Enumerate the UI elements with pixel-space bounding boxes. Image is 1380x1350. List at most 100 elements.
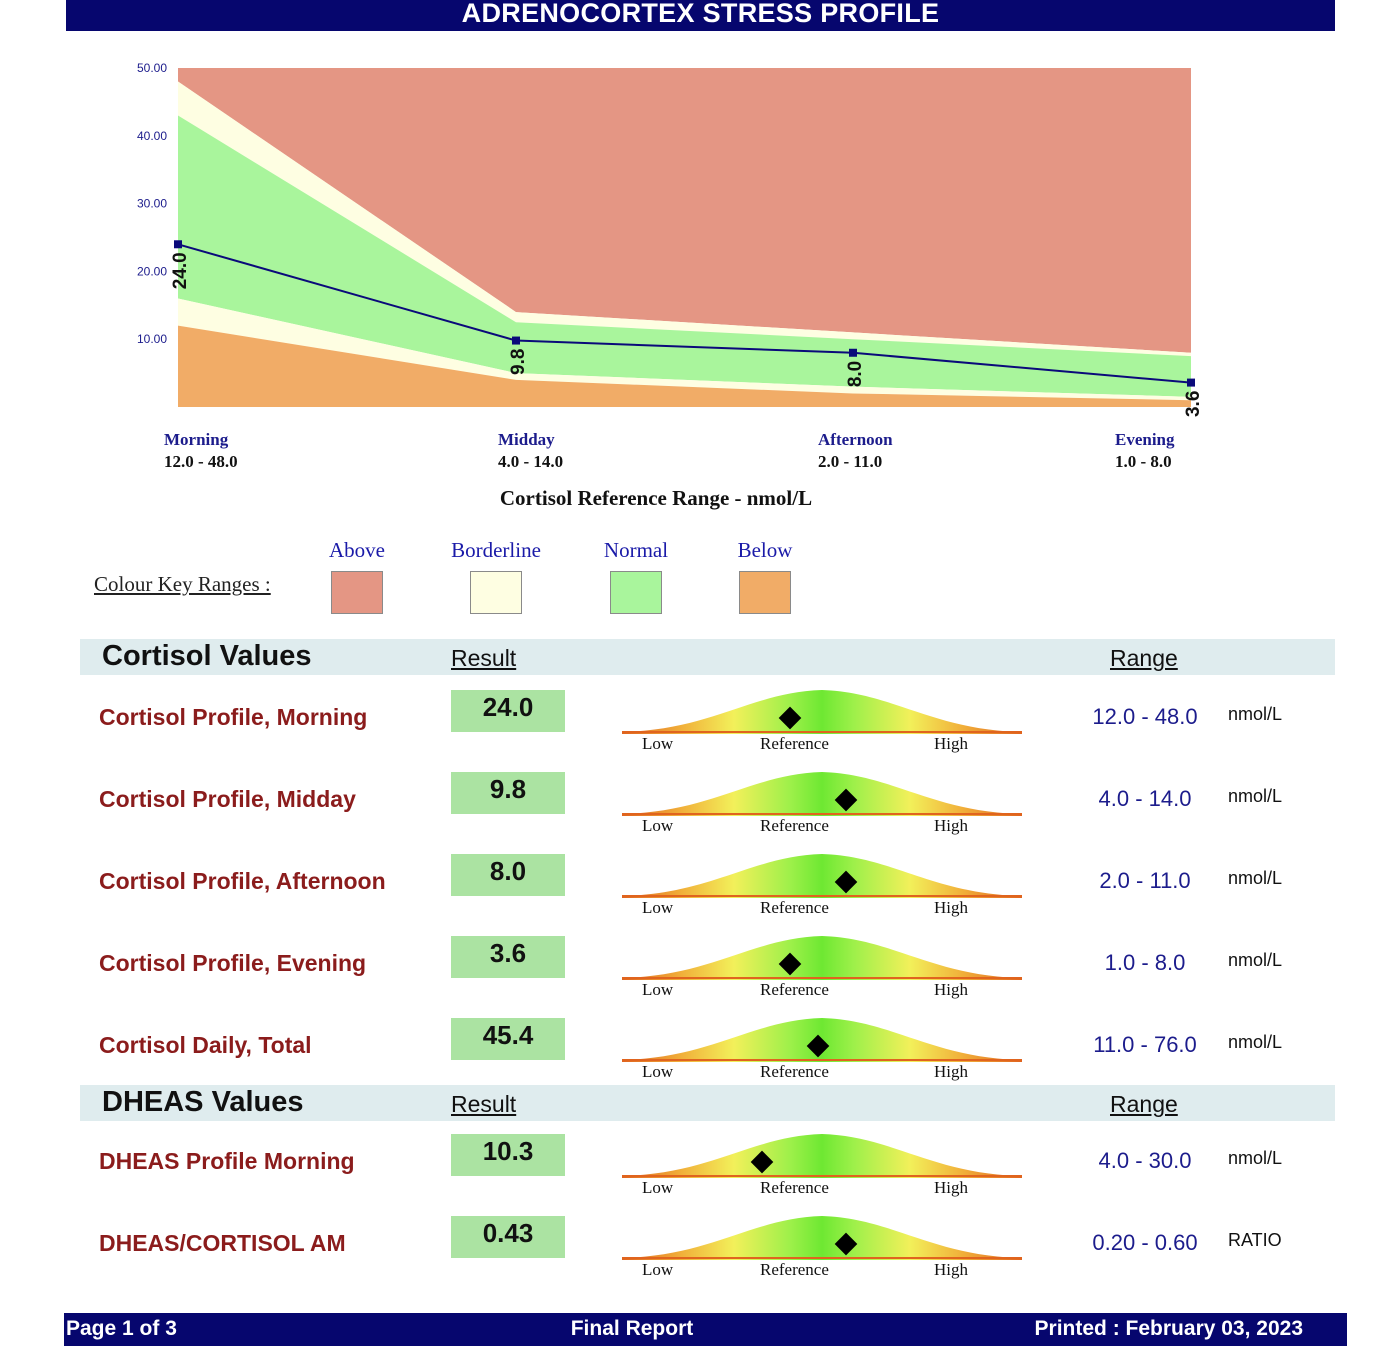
report-title: ADRENOCORTEX STRESS PROFILE (66, 0, 1335, 31)
band-below (178, 325, 1191, 407)
legend-label-borderline: Borderline (451, 538, 541, 562)
legend-swatch-above (331, 571, 383, 614)
unit-label: nmol/L (1228, 950, 1283, 970)
gauge-low-label: Low (642, 1178, 674, 1197)
data-label: 9.8 (508, 349, 529, 375)
data-point (512, 336, 520, 345)
legend-swatch-normal (610, 571, 662, 614)
gauge-baseline (622, 813, 1022, 815)
gauge-reference-label: Reference (760, 734, 829, 753)
gauge-low-label: Low (642, 816, 674, 835)
footer-page-number: Page 1 of 3 (66, 1317, 177, 1340)
data-point (1187, 378, 1195, 387)
gauge-reference-label: Reference (760, 1178, 829, 1197)
unit-label: nmol/L (1228, 786, 1283, 806)
data-label: 3.6 (1183, 391, 1204, 417)
unit-label: nmol/L (1228, 868, 1283, 888)
x-category-label: Morning (164, 430, 229, 449)
legend-label-below: Below (737, 538, 793, 562)
band-borderline-low (178, 298, 1191, 401)
range-column-header: Range (1110, 1091, 1178, 1117)
range-gauge: Low Reference High (622, 1134, 1022, 1197)
gauge-low-label: Low (642, 1062, 674, 1081)
test-name: DHEAS/CORTISOL AM (99, 1230, 346, 1256)
result-value: 45.4 (451, 1018, 565, 1060)
footer-report-status: Final Report (570, 1317, 694, 1340)
y-tick-label: 50.00 (137, 61, 167, 75)
gauge-high-label: High (934, 1062, 969, 1081)
y-tick-label: 40.00 (137, 129, 167, 143)
result-value: 3.6 (451, 936, 565, 978)
range-gauge: Low Reference High (622, 690, 1022, 753)
test-name: Cortisol Profile, Afternoon (99, 868, 386, 894)
test-name: DHEAS Profile Morning (99, 1148, 355, 1174)
y-tick-label: 20.00 (137, 264, 167, 278)
x-category-range: 2.0 - 11.0 (818, 452, 882, 471)
legend-label-above: Above (329, 538, 385, 562)
range-column-header: Range (1110, 645, 1178, 671)
gauge-curve (622, 854, 1022, 898)
x-category-range: 12.0 - 48.0 (164, 452, 238, 471)
x-category-range: 1.0 - 8.0 (1115, 452, 1172, 471)
reference-range: 2.0 - 11.0 (1099, 868, 1191, 893)
test-name: Cortisol Daily, Total (99, 1032, 312, 1058)
gauge-curve (622, 936, 1022, 980)
gauge-baseline (622, 977, 1022, 979)
gauge-baseline (622, 1257, 1022, 1259)
gauge-curve (622, 1134, 1022, 1178)
unit-label: nmol/L (1228, 1032, 1283, 1052)
section-header-band (80, 639, 1335, 675)
gauge-low-label: Low (642, 1260, 674, 1279)
reference-range: 0.20 - 0.60 (1092, 1230, 1198, 1255)
gauge-reference-label: Reference (760, 1062, 829, 1081)
band-above (178, 68, 1191, 353)
data-label: 8.0 (845, 361, 866, 387)
gauge-high-label: High (934, 1260, 969, 1279)
test-name: Cortisol Profile, Morning (99, 704, 368, 730)
reference-range: 4.0 - 30.0 (1098, 1148, 1192, 1173)
gauge-baseline (622, 1059, 1022, 1061)
legend-swatch-borderline (470, 571, 522, 614)
x-category-label: Afternoon (818, 430, 893, 449)
result-value: 9.8 (451, 772, 565, 814)
gauge-curve (622, 1216, 1022, 1260)
reference-range: 11.0 - 76.0 (1093, 1032, 1197, 1057)
legend-label-normal: Normal (603, 538, 669, 562)
x-category-label: Midday (498, 430, 555, 449)
colour-key-label: Colour Key Ranges : (94, 572, 271, 596)
gauge-low-label: Low (642, 980, 674, 999)
result-value: 0.43 (451, 1216, 565, 1258)
unit-label: RATIO (1228, 1230, 1282, 1250)
result-column-header: Result (451, 1091, 517, 1117)
gauge-high-label: High (934, 898, 969, 917)
section-title: DHEAS Values (102, 1086, 304, 1118)
range-gauge: Low Reference High (622, 1018, 1022, 1081)
gauge-curve (622, 772, 1022, 816)
gauge-reference-label: Reference (760, 1260, 829, 1279)
result-value: 10.3 (451, 1134, 565, 1176)
gauge-high-label: High (934, 980, 969, 999)
test-name: Cortisol Profile, Evening (99, 950, 367, 976)
reference-range: 4.0 - 14.0 (1098, 786, 1192, 811)
gauge-curve (622, 690, 1022, 734)
footer-printed-date: Printed : February 03, 2023 (1034, 1317, 1303, 1340)
range-gauge: Low Reference High (622, 772, 1022, 835)
unit-label: nmol/L (1228, 1148, 1283, 1168)
data-point (849, 348, 857, 357)
cortisol-series-line (177, 243, 1192, 384)
reference-range: 12.0 - 48.0 (1092, 704, 1198, 729)
gauge-reference-label: Reference (760, 816, 829, 835)
gauge-low-label: Low (642, 898, 674, 917)
section-header-band (80, 1085, 1335, 1121)
result-value: 8.0 (451, 854, 565, 896)
gauge-reference-label: Reference (760, 980, 829, 999)
chart-x-axis-label: Cortisol Reference Range - nmol/L (500, 486, 812, 510)
range-gauge: Low Reference High (622, 1216, 1022, 1279)
gauge-baseline (622, 1175, 1022, 1177)
result-column-header: Result (451, 645, 517, 671)
legend-swatch-below (739, 571, 791, 614)
data-point (174, 240, 182, 249)
data-label: 24.0 (170, 252, 191, 289)
gauge-low-label: Low (642, 734, 674, 753)
